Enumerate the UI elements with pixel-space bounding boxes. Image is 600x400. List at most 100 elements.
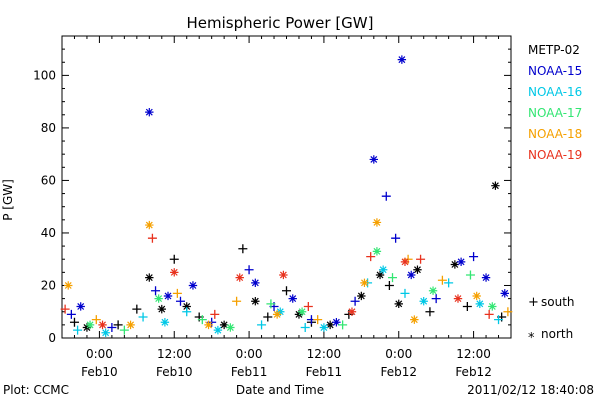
x-tick-label-time: 12:00 xyxy=(456,347,491,361)
data-point-metp-02-north xyxy=(357,291,366,301)
data-point-metp-02-north xyxy=(394,299,403,309)
data-point-noaa-18-south xyxy=(232,296,242,306)
data-point-noaa-15-south xyxy=(175,296,185,306)
data-point-noaa-15-south xyxy=(66,309,76,319)
data-point-noaa-19-south xyxy=(416,254,426,264)
data-point-noaa-18-north xyxy=(126,320,135,330)
chart-title: Hemispheric Power [GW] xyxy=(187,14,374,32)
y-axis: 0 20 40 60 80 100 xyxy=(33,35,511,345)
data-point-metp-02-south xyxy=(132,304,142,314)
data-point-noaa-18-north xyxy=(410,315,419,324)
data-point-noaa-17-north xyxy=(85,320,95,330)
data-point-metp-02-south xyxy=(69,317,79,327)
data-point-noaa-17-north xyxy=(154,294,163,303)
data-point-metp-02-north xyxy=(375,270,385,280)
marker-symbol: + xyxy=(528,295,539,310)
data-point-noaa-16-north xyxy=(319,323,329,332)
data-point-noaa-19-north xyxy=(279,270,288,280)
data-point-noaa-15-north xyxy=(288,294,297,303)
legend: METP-02 NOAA-15 NOAA-16 NOAA-17 NOAA-18 NOAA-… xyxy=(528,43,582,162)
x-tick-label-time: 0:00 xyxy=(86,347,113,361)
y-axis-label: P [GW] xyxy=(1,179,15,221)
legend-item-noaa-15: NOAA-15 xyxy=(528,64,582,78)
data-point-noaa-16-north xyxy=(419,297,428,306)
data-point-noaa-18-south xyxy=(503,307,513,317)
legend-item-metp-02: METP-02 xyxy=(528,43,580,57)
marker-legend-north: * north xyxy=(528,327,573,346)
x-tick-label-time: 12:00 xyxy=(307,347,342,361)
data-point-noaa-19-north xyxy=(347,307,357,316)
y-tick-label: 20 xyxy=(41,278,56,292)
data-point-metp-02-south xyxy=(263,312,273,322)
legend-item-noaa-18: NOAA-18 xyxy=(528,127,582,141)
data-point-noaa-19-north xyxy=(400,257,410,267)
data-point-noaa-15-south xyxy=(244,265,254,275)
y-tick-label: 80 xyxy=(41,121,56,135)
data-point-noaa-17-north xyxy=(226,323,235,332)
data-point-noaa-19-south xyxy=(210,309,220,319)
x-tick-label-date: Feb12 xyxy=(380,365,417,379)
footer-plot-source: Plot: CCMC xyxy=(3,383,69,397)
data-point-noaa-16-north xyxy=(378,265,388,274)
data-point-noaa-15-north xyxy=(500,289,509,298)
marker-label: north xyxy=(541,327,573,341)
footer-timestamp: 2011/02/12 18:40:08 xyxy=(467,383,594,397)
data-point-noaa-15-south xyxy=(381,191,391,201)
data-point-noaa-18-north xyxy=(360,278,369,288)
data-point-noaa-19-south xyxy=(147,233,157,243)
data-point-noaa-17-north xyxy=(488,302,497,311)
data-point-noaa-17-south xyxy=(197,315,207,325)
data-point-noaa-19-north xyxy=(98,320,107,330)
data-point-noaa-15-north xyxy=(481,273,491,282)
data-point-metp-02-south xyxy=(462,301,472,311)
data-point-noaa-16-south xyxy=(444,278,454,288)
y-tick-label: 100 xyxy=(33,68,56,82)
data-point-noaa-19-south xyxy=(366,252,376,262)
x-axis-label: Date and Time xyxy=(236,383,324,397)
data-point-noaa-15-south xyxy=(431,294,441,304)
data-point-noaa-15-north xyxy=(163,291,173,301)
data-point-noaa-15-south xyxy=(469,252,479,262)
data-point-noaa-18-south xyxy=(91,315,101,325)
marker-label: south xyxy=(541,295,575,309)
data-point-noaa-18-south xyxy=(172,288,182,298)
marker-symbol: * xyxy=(528,331,535,346)
data-point-noaa-15-north xyxy=(397,55,407,64)
data-point-metp-02-north xyxy=(413,265,422,274)
x-axis: 0:00 Feb10 12:00 Feb10 0:00 Feb11 12:00 Feb11 0:… xyxy=(61,36,512,379)
y-tick-label: 60 xyxy=(41,173,56,187)
y-tick-label: 40 xyxy=(41,226,56,240)
data-point-noaa-15-north xyxy=(456,257,466,267)
data-point-metp-02-north xyxy=(251,297,260,306)
marker-legend-south: + south xyxy=(528,295,575,310)
data-point-noaa-15-south xyxy=(350,296,360,306)
data-points xyxy=(60,55,513,337)
data-point-metp-02-north xyxy=(145,273,154,282)
x-tick-label-date: Feb11 xyxy=(231,365,268,379)
data-point-noaa-15-north xyxy=(76,302,85,311)
x-tick-label-date: Feb11 xyxy=(306,365,343,379)
data-point-noaa-18-south xyxy=(437,275,447,285)
data-point-noaa-15-north xyxy=(188,281,198,290)
x-tick-label-time: 12:00 xyxy=(157,347,192,361)
data-point-noaa-15-north xyxy=(369,155,379,164)
data-point-metp-02-south xyxy=(238,244,248,254)
data-point-metp-02-south xyxy=(169,254,179,264)
data-point-noaa-15-north xyxy=(407,270,416,280)
data-point-metp-02-north xyxy=(219,320,229,330)
data-point-noaa-17-south xyxy=(388,273,398,283)
data-point-metp-02-north xyxy=(182,302,191,311)
data-point-noaa-18-north xyxy=(64,281,73,290)
data-point-noaa-17-south xyxy=(465,270,475,280)
data-point-noaa-16-north xyxy=(160,318,170,327)
data-point-noaa-16-north xyxy=(213,325,223,335)
data-point-noaa-17-north xyxy=(428,286,438,295)
data-point-noaa-15-north xyxy=(145,107,154,117)
data-point-noaa-19-north xyxy=(170,268,179,277)
legend-item-noaa-19: NOAA-19 xyxy=(528,148,582,162)
data-point-noaa-19-south xyxy=(303,301,313,311)
data-point-metp-02-south xyxy=(282,286,291,296)
legend-item-noaa-16: NOAA-16 xyxy=(528,85,582,99)
data-point-metp-02-south xyxy=(425,307,435,317)
